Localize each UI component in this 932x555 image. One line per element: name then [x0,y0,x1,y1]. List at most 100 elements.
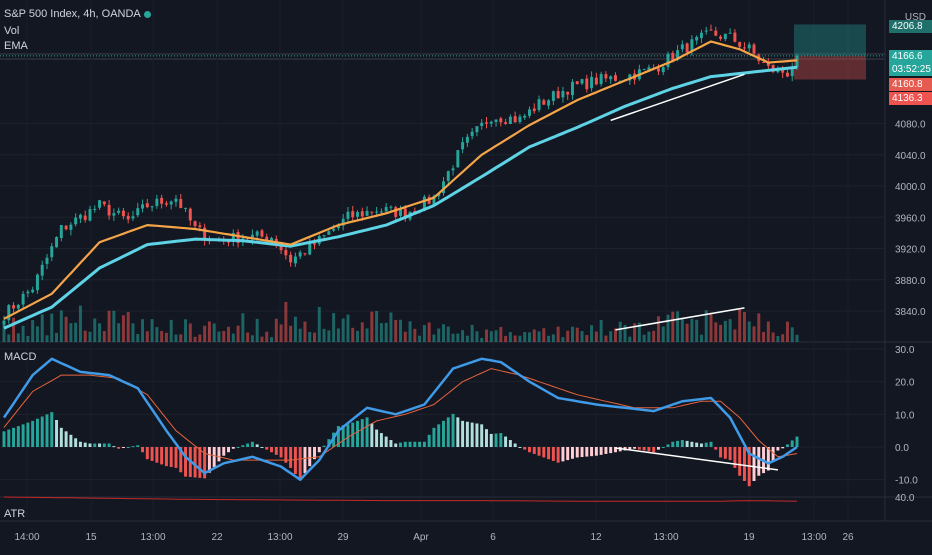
candle-body [785,72,789,77]
candle-body [7,305,11,321]
volume-trendline [615,307,745,331]
macd-histogram-bar [518,447,522,448]
volume-bar [618,321,622,342]
macd-histogram-bar [575,447,579,458]
macd-histogram-bar [93,443,97,447]
candle-body [699,32,703,39]
macd-histogram-bar [480,424,484,447]
candle-body [160,197,164,204]
volume-bar [570,326,574,342]
vol-legend[interactable]: Vol [4,25,20,37]
volume-bar [31,320,35,342]
candle-body [690,39,694,52]
macd-histogram-bar [446,417,450,447]
macd-histogram-bar [709,441,713,447]
macd-histogram-bar [184,447,188,477]
volume-bar [580,331,584,342]
candle-body [236,231,240,243]
volume-bar [222,330,226,342]
candle-body [55,237,59,248]
time-tick-label: 6 [490,532,496,543]
macd-histogram-bar [418,441,422,447]
macd-histogram-bar [384,436,388,447]
candle-body [523,115,527,118]
candle-body [661,67,665,73]
macd-histogram-bar [26,422,30,447]
volume-bar [442,324,445,342]
macd-histogram-bar [766,447,770,471]
candle-body [293,256,297,264]
macd-histogram-bar [781,447,785,449]
candle-body [518,116,522,123]
macd-histogram-bar [50,412,54,447]
candle-body [537,99,541,111]
candle-body [399,208,402,216]
macd-histogram-bar [126,447,130,448]
macd-histogram-bar [427,434,431,447]
candle-body [570,81,574,96]
macd-histogram-bar [699,443,703,447]
candle-body [112,213,116,216]
macd-histogram-bar [313,447,316,460]
candle-body [437,193,441,197]
macd-histogram-bar [231,447,235,449]
macd-histogram-bar [432,427,436,447]
time-tick-label: 14:00 [14,532,39,543]
macd-line [2,357,798,481]
atr-legend[interactable]: ATR [4,508,26,520]
volume-bar [7,334,11,342]
macd-histogram-bar [771,447,775,461]
macd-histogram-bar [566,447,570,461]
candle-body [313,243,316,245]
candle-body [642,68,646,70]
macd-histogram-bar [212,447,216,468]
price-tick-label: 4000.0 [895,182,926,193]
macd-histogram-bar [594,447,598,456]
price-tick-label: 3960.0 [895,213,926,224]
candle-body [480,122,484,126]
volume-bar [432,334,436,342]
time-tick-label: 29 [337,532,349,543]
macd-histogram-bar [561,447,565,462]
volume-bar [709,312,713,342]
volume-bar [279,324,283,342]
macd-histogram-bar [246,443,250,447]
macd-histogram-bar [375,429,379,447]
candle-body [442,181,445,194]
macd-histogram-bar [222,447,226,456]
volume-bar [790,327,794,342]
macd-histogram-bar [360,419,364,447]
macd-histogram-bar [685,440,689,447]
macd-histogram-bar [647,447,651,452]
volume-bar [250,335,254,342]
candle-body [327,231,331,235]
macd-histogram-bar [241,445,245,447]
volume-bar [475,331,479,342]
macd-histogram-bar [289,447,293,468]
symbol-title: S&P 500 Index, 4h, OANDA [4,8,151,20]
candle-body [771,64,775,72]
volume-bar [532,329,536,342]
macd-histogram-bar [322,445,326,447]
macd-histogram-bar [795,436,799,447]
candle-body [485,122,488,124]
candle-body [198,225,202,228]
volume-bar [528,332,531,342]
price-label-stop: 4136.3 [889,92,932,105]
volume-bar [781,334,785,342]
candle-body [513,116,517,123]
macd-histogram-bar [599,447,603,455]
ema-legend[interactable]: EMA [4,40,28,52]
macd-legend[interactable]: MACD [4,351,37,363]
macd-histogram-bar [723,447,727,459]
candle-body [40,264,44,276]
candle-body [126,215,130,220]
volume-bar [303,321,307,342]
macd-histogram-bar [83,442,87,447]
macd-histogram-bar [661,447,665,448]
macd-histogram-bar [547,447,551,460]
candle-body [790,66,794,77]
time-tick-label: 26 [842,532,854,543]
volume-bar [699,334,703,342]
